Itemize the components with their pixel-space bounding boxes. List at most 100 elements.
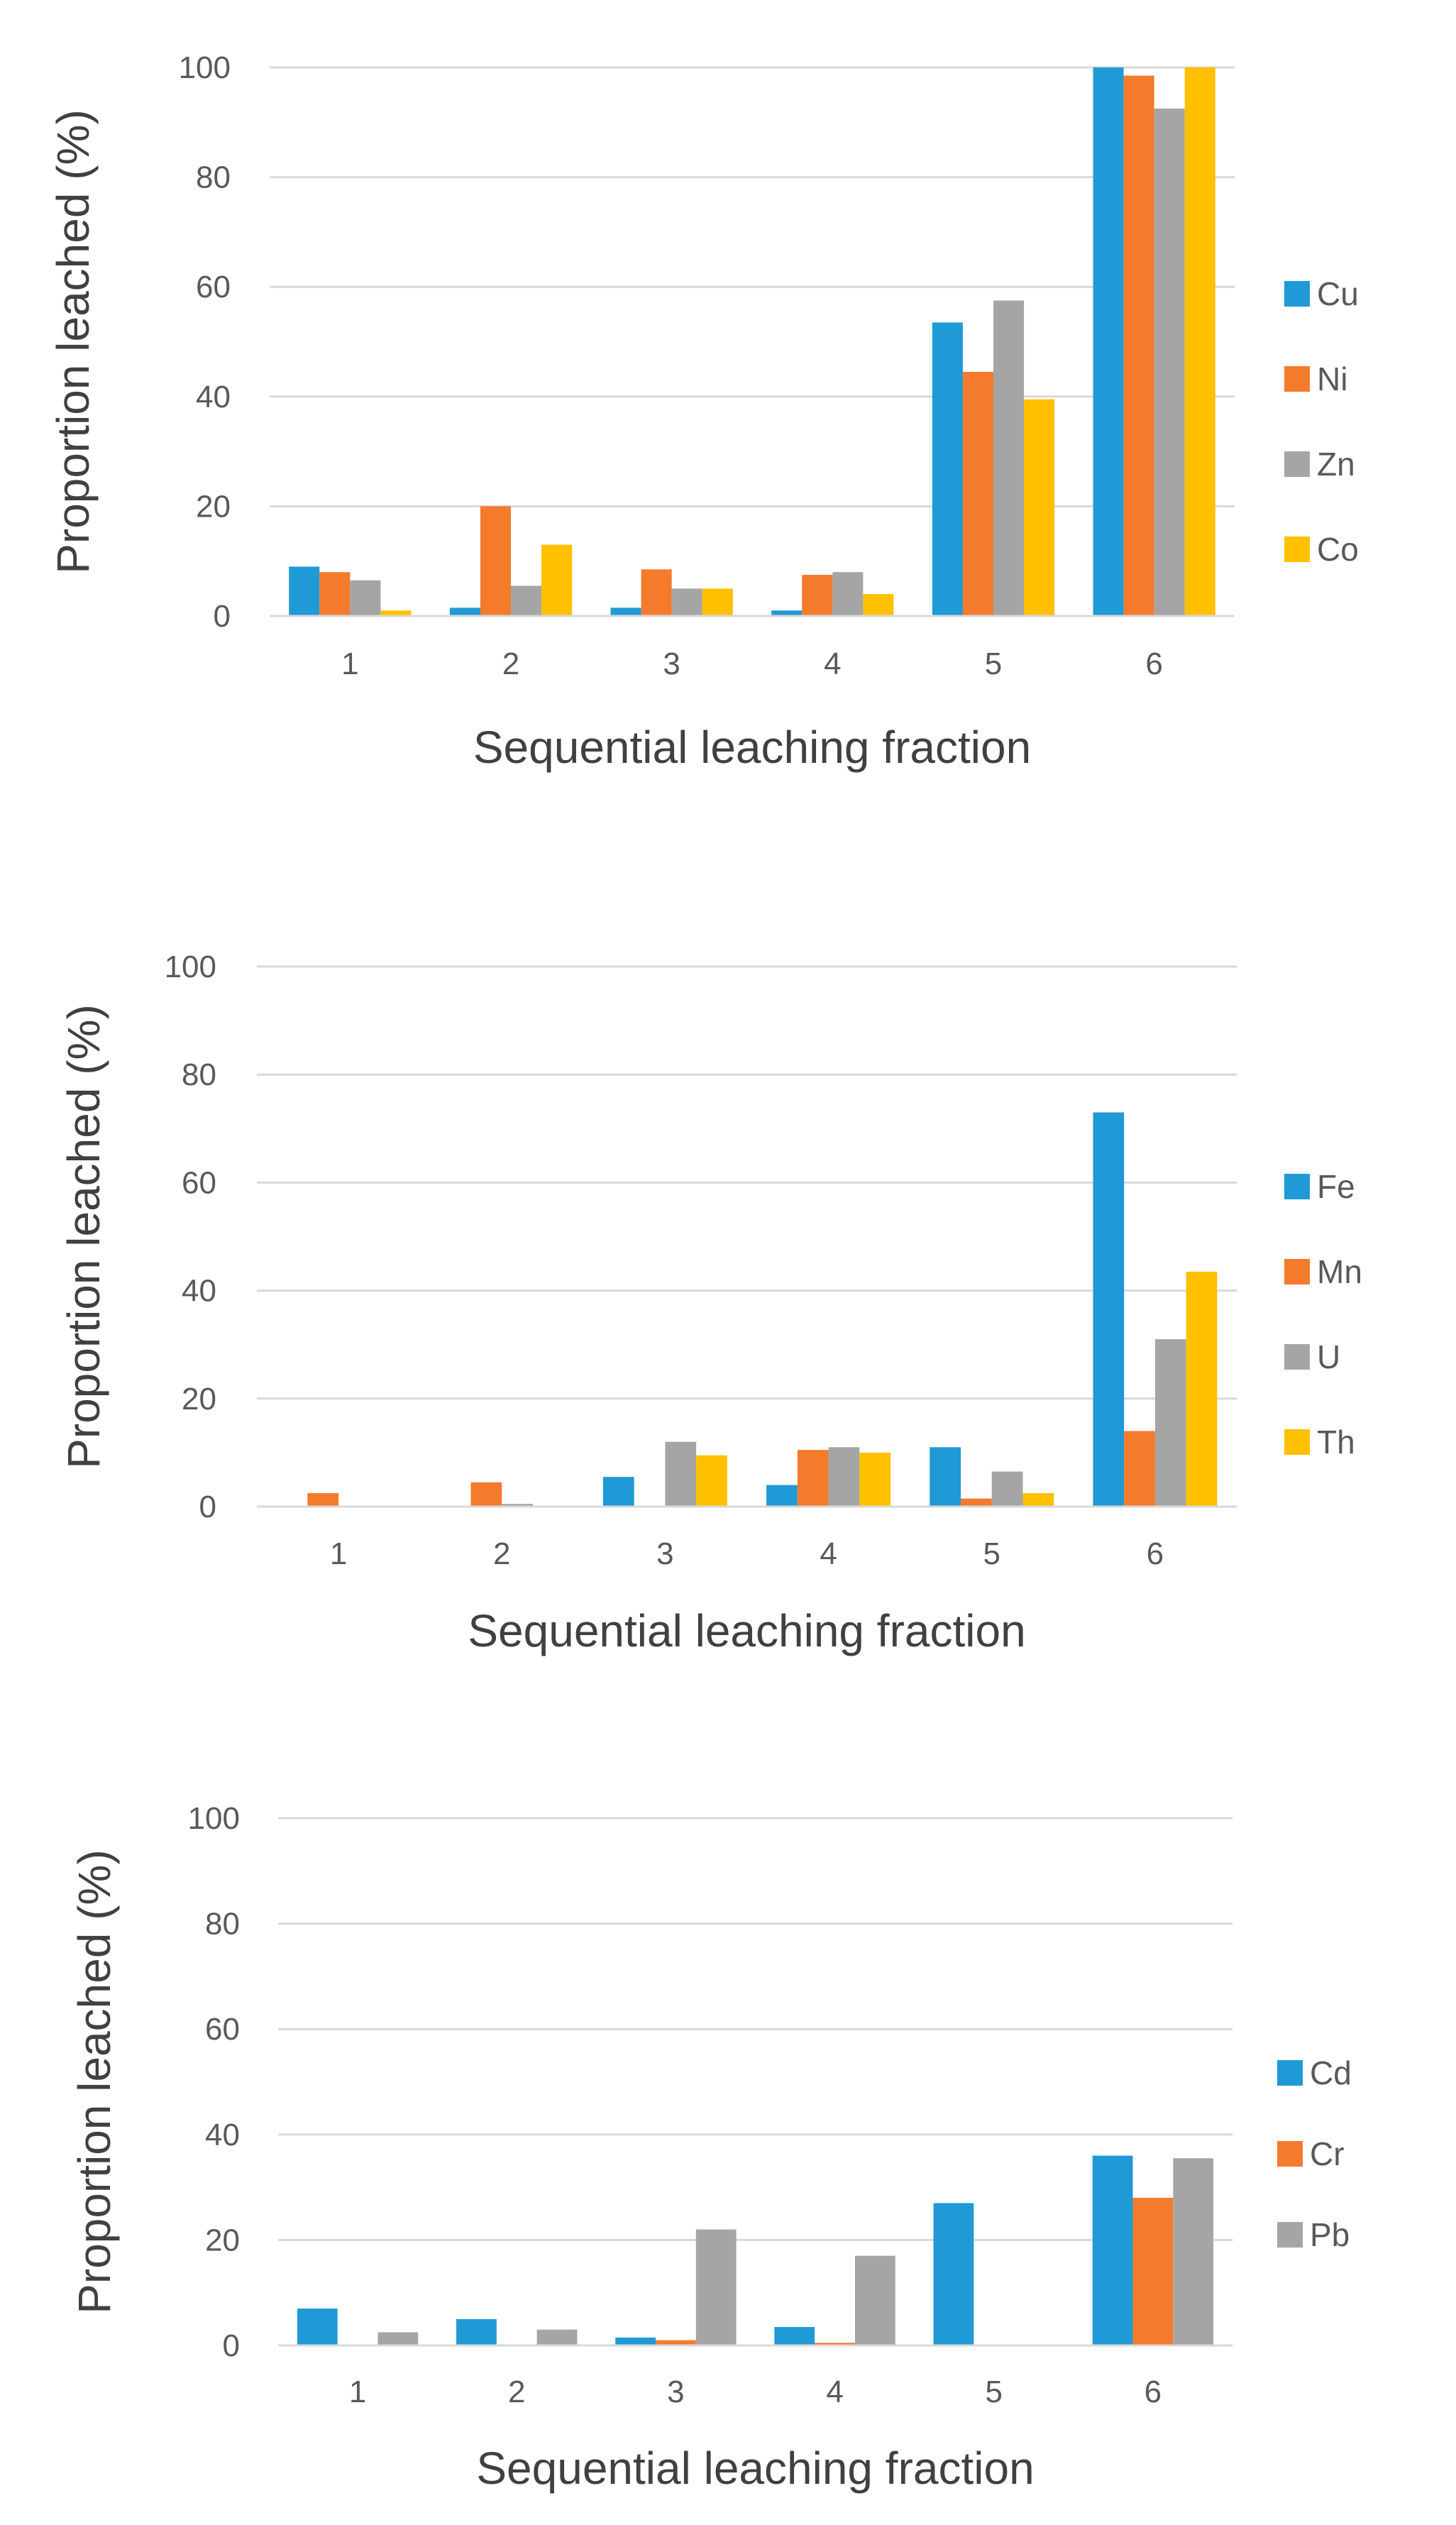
y-tick-label: 20	[182, 1382, 216, 1416]
x-tick-label: 3	[667, 2375, 684, 2409]
y-tick-label: 40	[205, 2118, 240, 2152]
bar-cr-6	[1132, 2197, 1174, 2345]
x-tick-label: 1	[330, 1536, 347, 1571]
bar-ni-3	[641, 569, 672, 616]
bar-zn-5	[993, 300, 1025, 616]
chart-panel-2: 0 20 40 60 80 100 1 2 3 4 5 6 Sequential leaching fr…	[58, 950, 1362, 1656]
bar-ni-2	[480, 506, 511, 616]
bar-pb-2	[536, 2329, 578, 2345]
bar-th-5	[1022, 1492, 1054, 1507]
bar-cd-3	[615, 2337, 656, 2345]
bar-u-2	[502, 1504, 533, 1507]
y-tick-label: 60	[182, 1165, 216, 1200]
x-axis-title: Sequential leaching fraction	[473, 722, 1031, 773]
y-tick-label: 40	[196, 380, 231, 414]
bar-cu-2	[449, 607, 480, 616]
y-tick-label: 20	[205, 2223, 240, 2257]
legend-swatch-pb	[1277, 2222, 1303, 2248]
y-axis-title: Proportion leached (%)	[58, 1004, 109, 1469]
legend-label-cu: Cu	[1317, 275, 1359, 312]
bar-co-2	[541, 544, 573, 616]
y-tick-label: 80	[205, 1907, 240, 1942]
bar-co-1	[380, 610, 412, 616]
bar-cd-2	[456, 2318, 497, 2345]
bar-fe-6	[1093, 1112, 1125, 1507]
y-tick-label: 0	[199, 1490, 216, 1524]
x-tick-label: 4	[820, 1536, 837, 1571]
y-tick-label: 100	[179, 50, 231, 85]
bar-u-4	[828, 1447, 860, 1507]
bar-cu-1	[289, 566, 320, 616]
x-tick-label: 4	[824, 647, 841, 681]
bar-co-4	[863, 594, 894, 616]
y-axis-title: Proportion leached (%)	[48, 109, 99, 574]
bar-u-5	[991, 1471, 1023, 1507]
bar-mn-4	[797, 1450, 829, 1507]
x-tick-label: 5	[985, 647, 1002, 681]
legend-label-th: Th	[1317, 1424, 1355, 1460]
bar-cd-5	[933, 2203, 974, 2345]
bar-zn-2	[511, 585, 542, 616]
bar-cd-6	[1092, 2155, 1133, 2345]
x-tick-label: 6	[1147, 1536, 1164, 1571]
bar-cd-1	[297, 2308, 338, 2345]
y-tick-label: 0	[223, 2328, 240, 2363]
bar-th-6	[1186, 1271, 1218, 1507]
bar-pb-4	[854, 2255, 895, 2345]
x-tick-label: 6	[1145, 2375, 1162, 2409]
bar-u-6	[1154, 1339, 1186, 1507]
legend-label-cr: Cr	[1310, 2135, 1345, 2172]
legend-swatch-cr	[1277, 2141, 1303, 2167]
bar-cr-4	[815, 2343, 855, 2345]
bar-cu-5	[932, 322, 963, 616]
bar-th-4	[859, 1452, 891, 1507]
legend-label-u: U	[1317, 1338, 1340, 1375]
legend-swatch-cd	[1277, 2060, 1303, 2086]
x-tick-label: 2	[502, 647, 519, 681]
legend-swatch-co	[1284, 537, 1310, 562]
bar-cu-6	[1093, 67, 1124, 616]
bar-ni-6	[1123, 75, 1154, 617]
bar-cr-3	[656, 2340, 696, 2345]
bar-zn-4	[832, 572, 864, 616]
x-tick-label: 3	[656, 1536, 673, 1571]
x-axis-title: Sequential leaching fraction	[476, 2443, 1034, 2494]
legend-label-mn: Mn	[1317, 1253, 1362, 1290]
bar-zn-6	[1154, 108, 1185, 617]
x-tick-label: 2	[508, 2375, 525, 2409]
bar-mn-2	[470, 1482, 502, 1507]
legend-swatch-cu	[1284, 281, 1310, 307]
y-tick-label: 100	[165, 950, 216, 984]
y-tick-label: 0	[214, 599, 231, 634]
bar-co-3	[702, 588, 733, 616]
x-axis-title: Sequential leaching fraction	[468, 1605, 1025, 1656]
y-axis-title: Proportion leached (%)	[69, 1849, 120, 2314]
x-tick-label: 3	[663, 647, 680, 681]
legend-swatch-ni	[1284, 366, 1310, 392]
y-tick-label: 60	[196, 270, 231, 304]
bar-fe-4	[766, 1485, 798, 1507]
legend-label-ni: Ni	[1317, 361, 1347, 397]
x-tick-label: 4	[826, 2375, 843, 2409]
x-tick-label: 1	[341, 647, 358, 681]
bar-fe-5	[930, 1447, 961, 1507]
chart-panel-1: 0 20 40 60 80 100 1 2 3 4 5 6 Sequential leaching fr…	[48, 50, 1359, 773]
y-tick-label: 100	[188, 1801, 240, 1836]
bar-zn-3	[671, 588, 702, 616]
legend-label-zn: Zn	[1317, 446, 1355, 483]
legend-label-fe: Fe	[1317, 1168, 1355, 1205]
bar-pb-6	[1173, 2158, 1214, 2345]
legend-label-pb: Pb	[1310, 2216, 1350, 2253]
legend-swatch-zn	[1284, 451, 1310, 477]
bar-mn-5	[961, 1498, 992, 1507]
bar-cu-4	[771, 610, 803, 616]
x-tick-label: 2	[493, 1536, 510, 1571]
legend-swatch-mn	[1284, 1259, 1310, 1284]
legend-swatch-fe	[1284, 1174, 1310, 1199]
bar-co-5	[1024, 399, 1055, 616]
x-tick-label: 1	[349, 2375, 366, 2409]
chart-panel-3: 0 20 40 60 80 100 1 2 3 4 5 6 Sequential leaching fr…	[69, 1801, 1352, 2494]
x-tick-label: 5	[983, 1536, 1000, 1571]
bar-pb-3	[695, 2229, 737, 2345]
